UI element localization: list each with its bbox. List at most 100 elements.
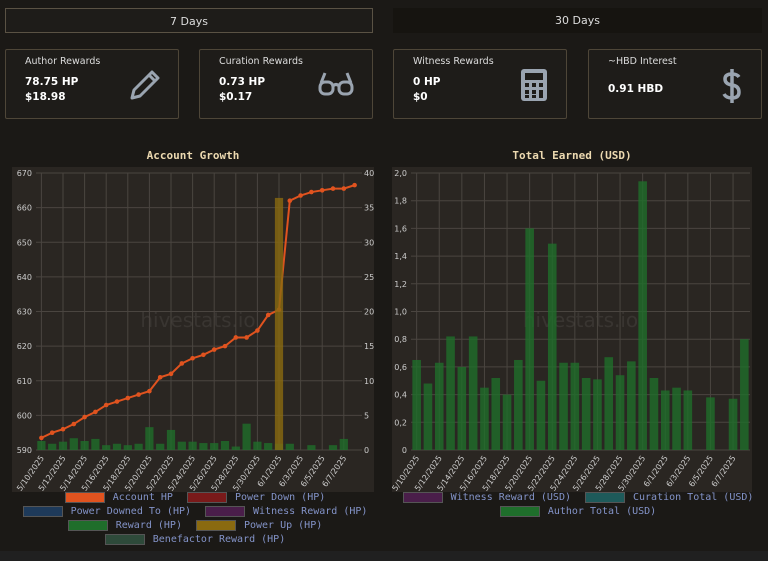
card-title: Author Rewards	[25, 56, 101, 67]
legend-item[interactable]: Author Total (USD)	[499, 506, 656, 517]
bar	[69, 438, 78, 450]
tab[interactable]: 7 Days	[5, 8, 373, 33]
point	[287, 198, 293, 203]
y2-tick-label: 10	[364, 377, 374, 386]
point	[168, 371, 174, 377]
card: ~HBD Interest 0.91 HBD	[588, 49, 762, 119]
bar	[672, 387, 681, 450]
legend-item[interactable]: Witness Reward (HP)	[205, 506, 367, 517]
y-tick-label: 0	[402, 446, 407, 455]
point	[147, 388, 152, 394]
card-title: Witness Rewards	[413, 56, 494, 67]
card-value: 0 HP	[413, 76, 441, 88]
y-tick-label: 2,0	[394, 169, 407, 178]
bar	[242, 423, 251, 450]
point	[330, 186, 336, 191]
bar	[570, 362, 580, 450]
bar	[48, 443, 57, 450]
card: Curation Rewards 0.73 HP $0.17	[199, 49, 373, 119]
y-tick-label: 0,6	[394, 363, 407, 372]
y2-tick-label: 5	[364, 411, 369, 420]
bar	[177, 441, 186, 450]
legend-swatch	[205, 506, 246, 517]
pencil-icon	[130, 70, 160, 100]
point	[125, 395, 131, 401]
bar	[434, 362, 444, 450]
calculator-icon	[521, 69, 547, 101]
point	[298, 193, 303, 198]
y-tick-label: 0,4	[394, 391, 407, 400]
bar	[328, 445, 338, 450]
bar	[199, 443, 208, 450]
legend-swatch	[67, 520, 108, 531]
legend-label: Power Downed To (HP)	[70, 506, 192, 517]
bar	[123, 445, 132, 450]
point	[265, 312, 271, 318]
bar	[627, 361, 636, 450]
legend-swatch	[104, 534, 145, 545]
legend-item[interactable]: Witness Reward (USD)	[402, 492, 571, 503]
bar	[58, 441, 68, 450]
card-value: 0.91 HBD	[608, 83, 664, 95]
point	[190, 355, 195, 361]
legend-item[interactable]: Power Downed To (HP)	[22, 506, 192, 517]
y2-tick-label: 0	[364, 446, 369, 455]
legend-item[interactable]: Power Down (HP)	[186, 492, 325, 503]
legend-item[interactable]: Reward (HP)	[67, 520, 182, 531]
bar	[525, 228, 534, 450]
legend-swatch	[64, 492, 105, 503]
legend-item[interactable]: Benefactor Reward (HP)	[104, 534, 285, 545]
point	[71, 421, 77, 427]
y2-tick-label: 30	[364, 238, 374, 247]
bar	[581, 377, 591, 450]
bar	[468, 336, 478, 450]
legend-label: Curation Total (USD)	[633, 492, 754, 503]
point	[244, 335, 249, 340]
legend-swatch	[22, 506, 63, 517]
y-tick-label: 1,6	[394, 224, 407, 233]
bar	[91, 438, 100, 450]
card-value: $18.98	[25, 91, 66, 103]
card-title: ~HBD Interest	[608, 56, 677, 67]
bar	[188, 441, 197, 450]
legend-item[interactable]: Curation Total (USD)	[585, 492, 753, 503]
tab[interactable]: 30 Days	[393, 8, 762, 33]
bar	[37, 440, 46, 450]
legend-swatch	[402, 492, 443, 503]
y-tick-label: 630	[17, 308, 32, 317]
y-tick-label: 660	[17, 204, 32, 213]
legend-label: Reward (HP)	[115, 520, 182, 531]
y2-tick-label: 25	[364, 273, 374, 282]
legend-item[interactable]: Power Up (HP)	[195, 520, 322, 531]
bar	[649, 377, 659, 450]
legend-swatch	[499, 506, 540, 517]
bar	[706, 397, 715, 450]
point	[93, 409, 98, 415]
y2-tick-label: 35	[364, 204, 374, 213]
bar	[339, 438, 348, 450]
bar	[638, 181, 647, 450]
legend-label: Witness Reward (HP)	[253, 506, 368, 517]
y-tick-label: 0,8	[394, 335, 407, 344]
y-tick-label: 600	[17, 411, 32, 420]
bar	[412, 359, 421, 450]
y-tick-label: 620	[17, 342, 32, 351]
chart-title: Total Earned (USD)	[512, 149, 631, 162]
bar	[156, 443, 165, 450]
bar	[220, 440, 230, 450]
bar	[615, 375, 625, 450]
point	[157, 374, 163, 380]
bar	[491, 377, 501, 450]
bar	[145, 427, 154, 450]
card-value: $0	[413, 91, 428, 103]
point	[82, 414, 87, 420]
bar	[683, 390, 693, 450]
card-value: 0.73 HP	[219, 76, 266, 88]
bar	[134, 443, 143, 450]
point	[309, 189, 314, 195]
point	[201, 352, 206, 358]
bar	[231, 446, 240, 450]
legend-item[interactable]: Account HP	[64, 492, 173, 503]
y-tick-label: 0,2	[394, 418, 407, 427]
point	[114, 399, 120, 404]
